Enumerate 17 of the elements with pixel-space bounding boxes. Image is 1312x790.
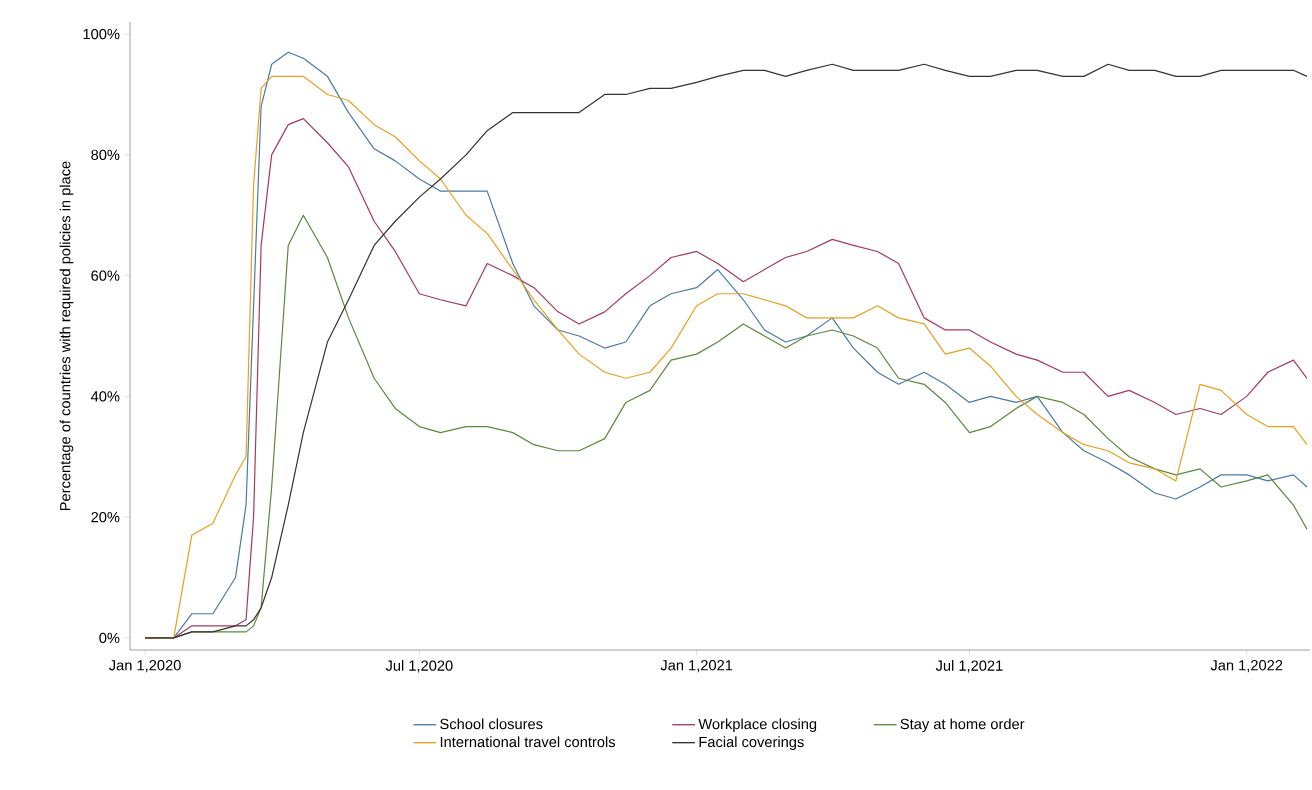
y-tick-label: 100% (83, 28, 120, 40)
y-axis-title: Percentage of countries with required policies in place (59, 161, 74, 511)
legend-label: Workplace closing (698, 718, 817, 733)
y-tick-label: 40% (90, 391, 120, 402)
legend-label: School closures (440, 718, 543, 730)
y-tick-label: 60% (91, 270, 120, 281)
x-tick-label: Jan 1,2021 (660, 660, 733, 673)
legend-label: International travel controls (440, 736, 616, 748)
y-tick-label: 20% (91, 511, 120, 523)
y-tick-label: 0% (99, 632, 120, 644)
x-tick-label: Jul 1,2021 (935, 660, 1003, 673)
y-tick-label: 80% (91, 149, 120, 161)
legend-label: Stay at home order (900, 718, 1025, 733)
legend-label: Facial coverings (699, 736, 804, 751)
x-tick-label: Jan 1,2022 (1210, 660, 1283, 673)
x-tick-label: Jan 1,2020 (109, 660, 181, 673)
x-tick-label: Jul 1,2020 (385, 660, 453, 673)
